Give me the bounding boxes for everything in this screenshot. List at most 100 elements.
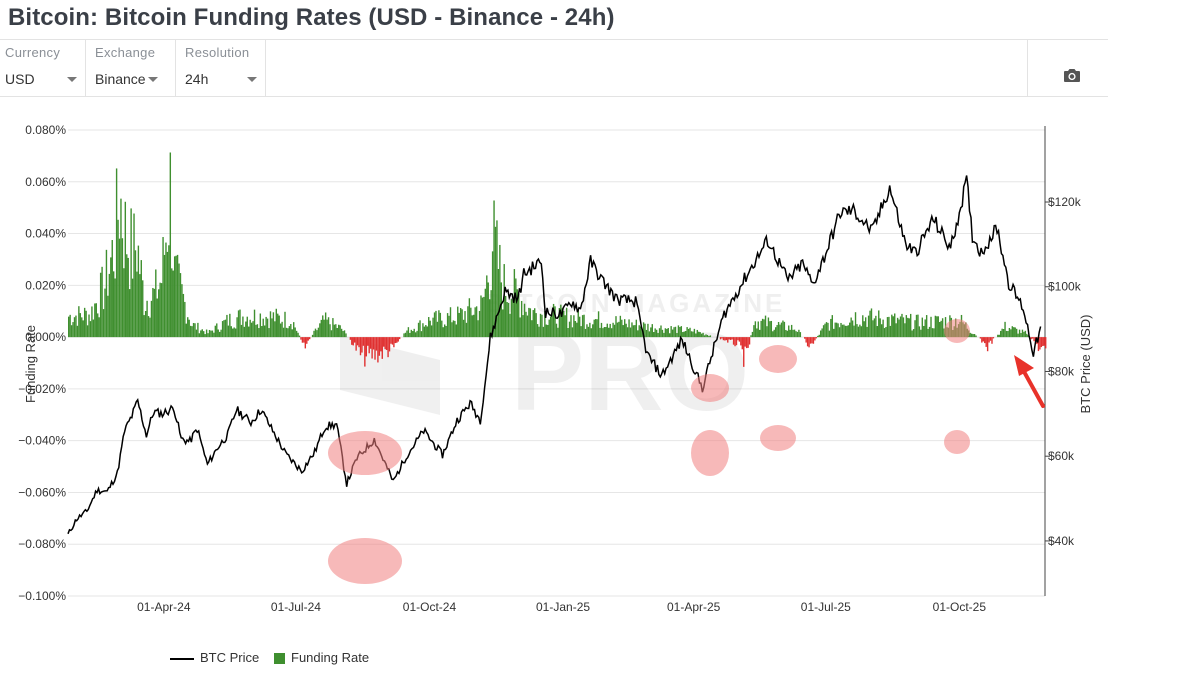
- funding-bar: [493, 200, 495, 338]
- funding-bar: [724, 337, 726, 341]
- funding-bar: [317, 327, 320, 338]
- funding-bar: [854, 312, 857, 338]
- funding-bar: [821, 328, 823, 338]
- funding-bar: [920, 329, 922, 338]
- funding-bar: [1018, 329, 1021, 338]
- funding-bar: [242, 316, 244, 338]
- funding-bar: [703, 335, 706, 338]
- funding-bar: [721, 337, 723, 339]
- funding-bar: [969, 332, 971, 338]
- highlight-ellipse: [760, 425, 796, 451]
- funding-bar: [894, 313, 896, 338]
- funding-bar: [573, 315, 575, 338]
- funding-bar: [928, 326, 931, 338]
- y-tick-label-right: $120k: [1048, 195, 1082, 209]
- funding-bar: [1021, 329, 1024, 338]
- funding-bar: [365, 337, 368, 357]
- funding-bar: [188, 319, 190, 338]
- funding-bar: [645, 329, 648, 338]
- funding-bar: [85, 310, 87, 338]
- funding-bar: [934, 315, 937, 338]
- funding-bar: [593, 319, 595, 338]
- funding-bar: [616, 322, 619, 338]
- funding-bar: [422, 323, 424, 338]
- currency-select[interactable]: Currency USD: [0, 40, 86, 96]
- funding-bar: [732, 337, 735, 345]
- funding-bar: [311, 334, 314, 338]
- funding-bar: [301, 337, 304, 343]
- funding-bar: [333, 324, 336, 338]
- funding-bar: [783, 321, 786, 338]
- funding-bar: [687, 328, 690, 338]
- funding-bar: [352, 337, 354, 346]
- funding-bar: [589, 322, 591, 338]
- funding-bar: [303, 337, 305, 343]
- funding-bar: [873, 318, 876, 338]
- funding-bar: [126, 254, 128, 338]
- funding-bar: [979, 337, 982, 339]
- funding-bar: [512, 299, 514, 338]
- funding-bar: [207, 333, 209, 338]
- funding-bar: [860, 326, 863, 338]
- funding-bar: [281, 321, 283, 338]
- funding-bar: [413, 328, 415, 338]
- funding-bar: [502, 309, 504, 338]
- funding-bar: [115, 168, 118, 338]
- funding-bar: [780, 322, 783, 338]
- legend-btc-price[interactable]: BTC Price: [170, 650, 259, 665]
- funding-bar: [230, 326, 232, 338]
- funding-bar: [320, 319, 322, 338]
- funding-bar: [722, 337, 725, 341]
- exchange-value: Binance: [95, 71, 146, 87]
- legend-funding-rate[interactable]: Funding Rate: [274, 650, 369, 665]
- funding-bar: [142, 280, 144, 338]
- funding-bar: [390, 337, 392, 344]
- funding-bar: [970, 333, 973, 338]
- funding-bar: [329, 324, 331, 338]
- funding-bar: [899, 316, 902, 338]
- funding-bar: [210, 330, 212, 338]
- funding-bar: [567, 328, 569, 338]
- funding-bar: [475, 306, 478, 338]
- funding-bar: [613, 324, 616, 338]
- funding-bar: [660, 325, 662, 338]
- funding-bar: [308, 337, 311, 340]
- resolution-select[interactable]: Resolution 24h: [175, 40, 266, 96]
- funding-bar: [750, 335, 752, 338]
- funding-bar: [933, 328, 935, 338]
- funding-bar: [779, 324, 781, 338]
- funding-bar: [885, 326, 887, 338]
- funding-bar: [571, 327, 574, 338]
- funding-bar: [759, 329, 761, 338]
- funding-bar: [735, 337, 738, 346]
- x-tick-label: 01-Oct-25: [933, 600, 987, 614]
- funding-bar: [520, 300, 523, 338]
- funding-bar: [915, 314, 918, 338]
- funding-bar: [629, 327, 632, 338]
- funding-bar: [850, 317, 852, 338]
- funding-bar: [150, 300, 153, 338]
- title-divider: [0, 39, 1108, 40]
- funding-bar: [120, 198, 122, 338]
- x-tick-label: 01-Jul-25: [801, 600, 851, 614]
- funding-bar: [221, 321, 224, 338]
- exchange-select[interactable]: Exchange Binance: [85, 40, 176, 96]
- funding-bar: [507, 302, 510, 338]
- funding-bar: [372, 337, 375, 350]
- x-tick-label: 01-Apr-25: [667, 600, 721, 614]
- funding-bar: [1017, 333, 1019, 338]
- funding-bar: [806, 337, 809, 347]
- funding-bar: [98, 317, 100, 338]
- funding-bar: [843, 324, 845, 338]
- funding-bar: [886, 317, 889, 338]
- funding-bar: [844, 325, 847, 338]
- funding-bar: [176, 254, 179, 338]
- highlight-ellipse: [691, 430, 729, 476]
- camera-icon[interactable]: [1063, 68, 1081, 83]
- funding-bar: [1027, 335, 1029, 338]
- funding-bar: [275, 308, 277, 338]
- funding-bar: [552, 303, 555, 338]
- funding-bar: [258, 328, 260, 338]
- funding-bar: [147, 316, 150, 338]
- funding-bar: [872, 320, 874, 338]
